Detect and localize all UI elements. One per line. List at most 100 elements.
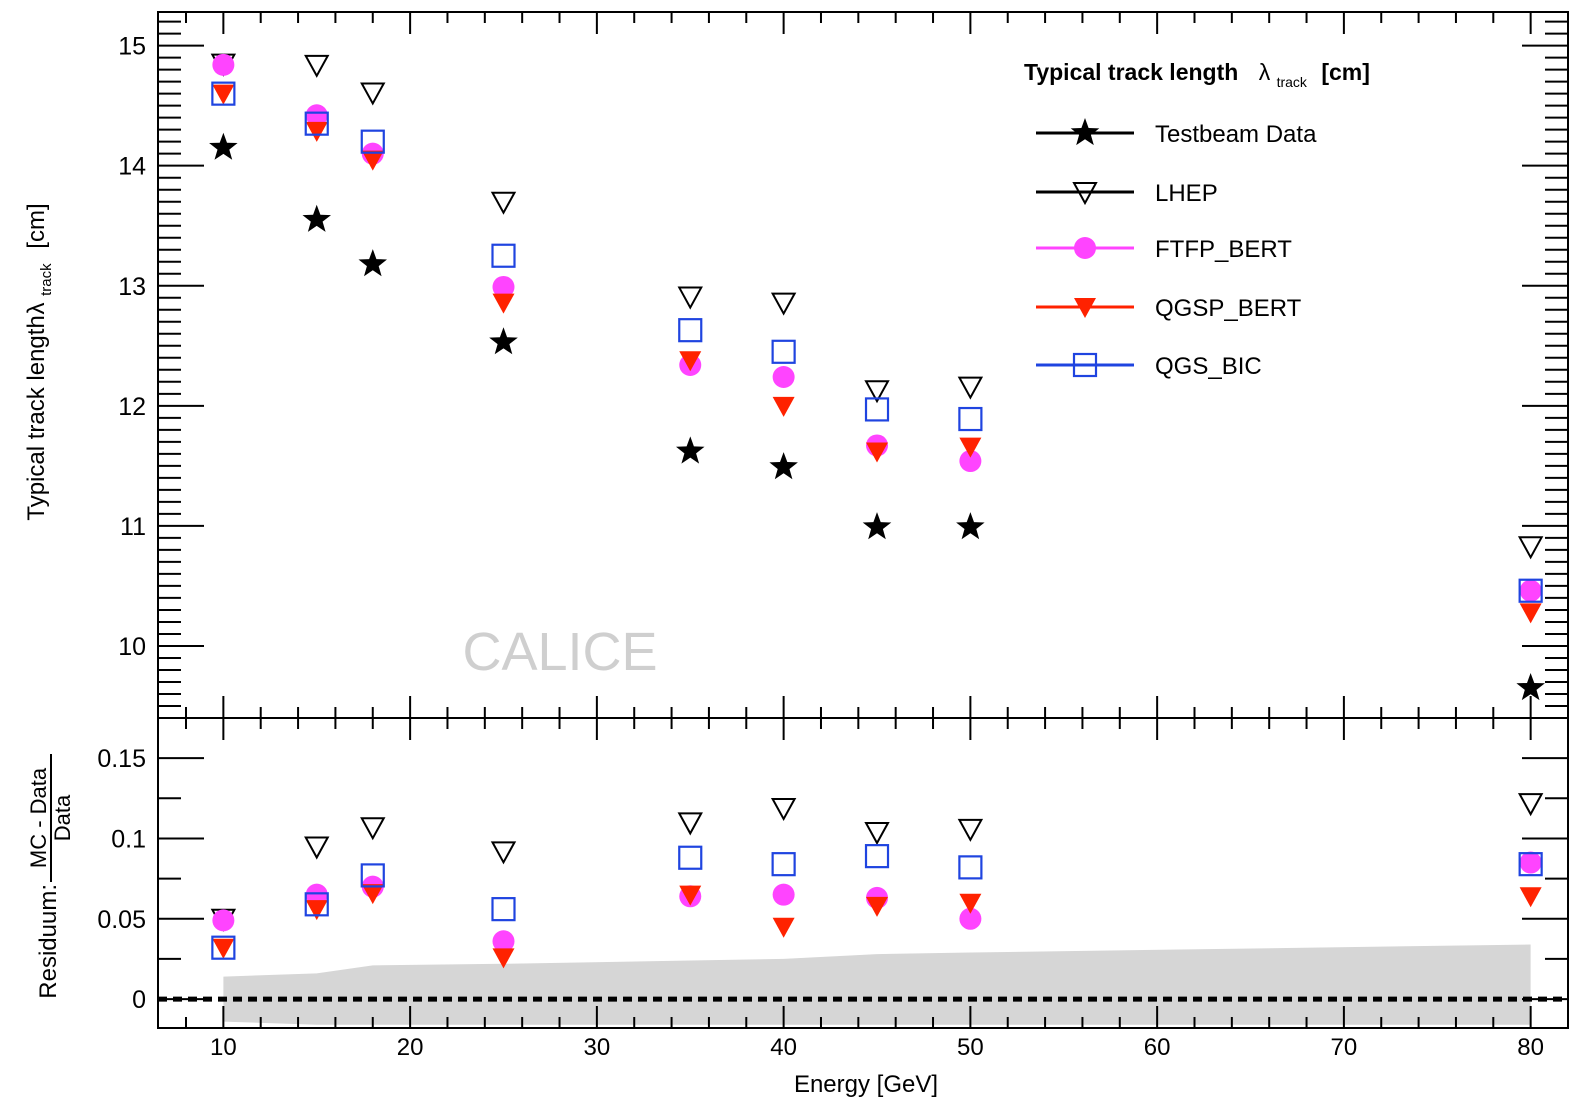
legend-marker-ftfp-bert	[1074, 237, 1096, 259]
top-point-qgs-bic	[771, 339, 796, 364]
top-point-qgs-bic	[864, 397, 890, 422]
axes-layer: 10 20 30 40 50 60 70 80 10 11 12 13 14 15 0 0.05 0.1 0.15	[97, 11, 1569, 1061]
bottom-y-label-denominator: Data	[50, 794, 75, 841]
bottom-point-lhep	[360, 817, 386, 841]
x-tick-label: 10	[210, 1034, 237, 1061]
legend-marker-testbeam-data	[1070, 118, 1100, 146]
top-point-ftfp-bert	[492, 275, 515, 298]
legend-label-ftfp-bert: FTFP_BERT	[1155, 236, 1292, 263]
top-point-lhep	[490, 191, 517, 215]
bottom-y-tick-label: 0.1	[111, 825, 146, 853]
bottom-point-qgs-bic	[1518, 852, 1543, 877]
bottom-point-qgsp-bert	[305, 900, 328, 921]
x-tick-label: 80	[1517, 1034, 1544, 1061]
top-point-lhep	[770, 292, 797, 316]
legend-label-qgs-bic: QGS_BIC	[1155, 353, 1262, 380]
bottom-point-ftfp-bert	[492, 930, 515, 953]
top-point-ftfp-bert	[1519, 579, 1542, 602]
top-point-qgsp-bert	[492, 293, 515, 314]
top-point-qgs-bic	[304, 111, 329, 136]
bottom-point-lhep	[957, 818, 984, 842]
legend-title-subscript: track	[1277, 74, 1308, 90]
top-point-testbeam-data	[358, 249, 387, 277]
x-tick-label: 50	[957, 1034, 984, 1061]
legend-label-testbeam-data: Testbeam Data	[1155, 121, 1317, 148]
bottom-point-qgs-bic	[304, 892, 329, 917]
bottom-point-lhep	[864, 822, 890, 846]
top-y-tick-label: 14	[118, 153, 146, 181]
legend-entries: Testbeam Data LHEP FTFP_BERT QGSP_BERT QGS_B…	[1036, 118, 1317, 380]
bottom-point-ftfp-bert	[1519, 851, 1542, 874]
x-tick-label: 60	[1144, 1034, 1171, 1061]
legend-label-qgsp-bert: QGSP_BERT	[1155, 295, 1302, 322]
top-y-tick-label: 15	[118, 33, 146, 61]
bottom-point-qgsp-bert	[679, 885, 702, 906]
top-point-qgsp-bert	[361, 150, 384, 171]
x-tick-label: 30	[584, 1034, 611, 1061]
bottom-point-qgsp-bert	[361, 884, 384, 905]
bottom-point-qgsp-bert	[1519, 887, 1542, 908]
top-point-lhep	[677, 286, 703, 310]
top-point-qgsp-bert	[866, 442, 889, 463]
top-y-axis-label: Typical track length λ track [cm]	[23, 203, 57, 520]
top-point-qgsp-bert	[959, 437, 982, 458]
top-y-tick-label: 13	[118, 273, 146, 301]
top-point-ftfp-bert	[959, 450, 982, 473]
bottom-point-qgs-bic	[958, 855, 983, 880]
top-point-testbeam-data	[769, 452, 798, 480]
bottom-point-qgs-bic	[211, 935, 236, 960]
top-point-qgs-bic	[678, 318, 703, 343]
bottom-y-tick-label: 0	[132, 986, 146, 1014]
top-point-testbeam-data	[676, 436, 705, 464]
top-y-label-subscript: track	[38, 263, 55, 296]
legend-title: Typical track length λ track [cm]	[1024, 59, 1370, 92]
bottom-point-qgsp-bert	[959, 893, 982, 914]
top-y-tick-label: 10	[118, 633, 146, 661]
bottom-point-ftfp-bert	[212, 909, 235, 932]
legend-marker-qgs-bic	[1072, 352, 1098, 378]
bottom-panel-band-layer	[223, 944, 1531, 1025]
top-point-testbeam-data	[1516, 673, 1545, 701]
top-point-qgsp-bert	[1519, 603, 1542, 624]
bottom-point-qgsp-bert	[212, 938, 235, 959]
bottom-point-qgsp-bert	[492, 948, 515, 969]
bottom-point-lhep	[1517, 793, 1544, 817]
top-point-qgs-bic	[1518, 578, 1543, 603]
top-y-label-text: Typical track length	[23, 315, 50, 520]
marks-layer	[209, 53, 1545, 969]
legend-marker-lhep	[1072, 182, 1098, 206]
legend-label-lhep: LHEP	[1155, 180, 1218, 207]
top-point-testbeam-data	[956, 512, 985, 540]
bottom-y-axis-label: Residuum: MC - Data Data	[26, 754, 75, 999]
x-tick-label: 20	[397, 1034, 424, 1061]
top-point-qgsp-bert	[212, 84, 235, 105]
bottom-point-qgs-bic	[771, 852, 796, 877]
bottom-point-lhep	[770, 797, 797, 822]
top-point-qgsp-bert	[679, 351, 702, 372]
bottom-y-label-prefix: Residuum:	[35, 884, 62, 999]
top-point-qgsp-bert	[305, 121, 328, 142]
bottom-point-qgsp-bert	[866, 896, 889, 917]
bottom-point-lhep	[304, 836, 330, 860]
legend-marker-qgsp-bert	[1074, 298, 1096, 318]
bottom-point-qgs-bic	[864, 844, 890, 869]
uncertainty-band	[223, 944, 1531, 1025]
bottom-point-lhep	[677, 812, 703, 836]
legend: Typical track length λ track [cm] Testbe…	[1024, 59, 1370, 380]
bottom-point-ftfp-bert	[959, 907, 982, 930]
bottom-y-tick-label: 0.15	[97, 745, 146, 773]
top-point-qgs-bic	[491, 243, 516, 268]
top-panel-frame	[157, 11, 1569, 719]
watermark-calice: CALICE	[462, 622, 657, 682]
bottom-y-tick-label: 0.05	[97, 906, 146, 934]
bottom-point-lhep	[490, 841, 517, 865]
bottom-point-ftfp-bert	[772, 883, 795, 906]
top-point-testbeam-data	[209, 132, 238, 160]
legend-title-text: Typical track length	[1024, 59, 1238, 85]
top-point-qgs-bic	[360, 129, 385, 154]
bottom-panel-frame	[157, 717, 1569, 1029]
legend-title-symbol: λ	[1259, 59, 1271, 85]
top-point-ftfp-bert	[772, 366, 795, 389]
top-y-tick-label: 12	[118, 393, 146, 421]
